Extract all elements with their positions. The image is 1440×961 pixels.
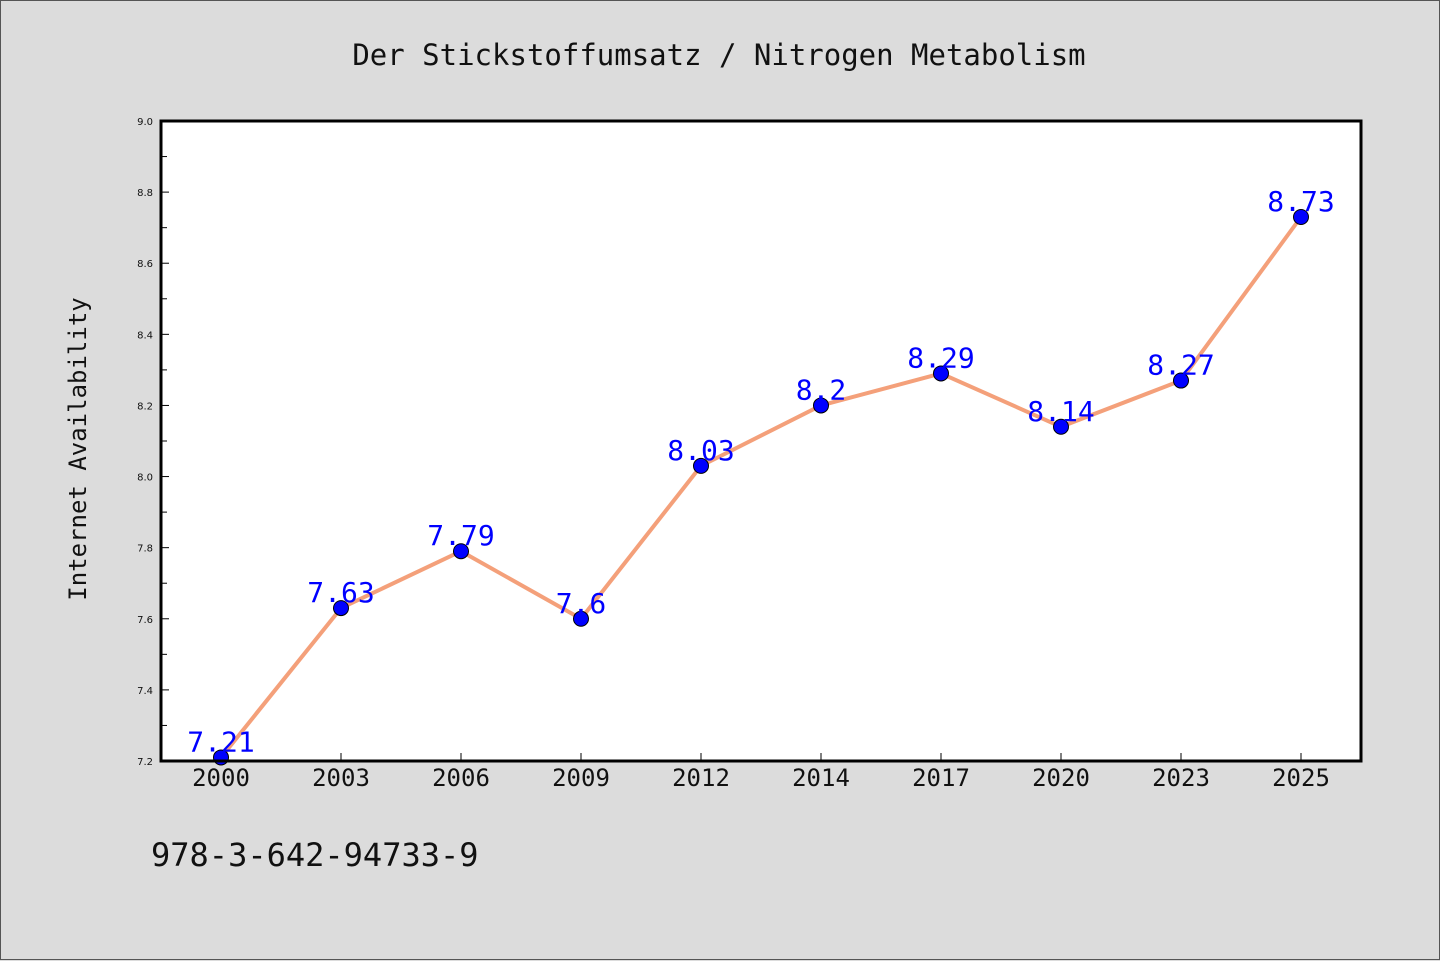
x-axis: 2000 2003 2006 2009 2012 2014 2017 2020 2023 2025 <box>192 753 1330 792</box>
y-tick-label: 8.8 <box>137 188 153 199</box>
data-label: 8.2 <box>796 373 847 406</box>
x-tick-label: 2020 <box>1032 764 1090 792</box>
y-tick-label: 7.8 <box>137 544 153 555</box>
x-tick-label: 2023 <box>1152 764 1210 792</box>
y-tick-label: 8.2 <box>137 401 153 412</box>
y-tick-label: 7.2 <box>137 757 153 768</box>
data-point <box>573 610 589 627</box>
data-point <box>933 365 949 382</box>
series-line <box>219 215 1303 759</box>
x-tick-label: 2009 <box>552 764 610 792</box>
chart-title: Der Stickstoffumsatz / Nitrogen Metaboli… <box>352 38 1085 72</box>
x-tick-label: 2000 <box>192 764 250 792</box>
x-tick-label: 2006 <box>432 764 490 792</box>
plot-frame <box>159 119 1363 763</box>
y-tick-label: 7.4 <box>137 686 153 697</box>
data-label: 7.63 <box>307 576 374 609</box>
x-tick-label: 2012 <box>672 764 730 792</box>
x-tick-label: 2017 <box>912 764 970 792</box>
data-label: 8.29 <box>907 341 974 374</box>
y-tick-label: 8.0 <box>137 473 153 484</box>
plot-area <box>161 121 1361 761</box>
data-label: 7.79 <box>427 519 494 552</box>
data-label: 7.21 <box>187 725 254 758</box>
data-label: 8.27 <box>1147 349 1214 382</box>
isbn-label: 978-3-642-94733-9 <box>151 836 479 874</box>
y-tick-label: 7.6 <box>137 615 153 626</box>
y-axis-label: Internet Availability <box>64 297 92 600</box>
x-tick-label: 2025 <box>1272 764 1330 792</box>
x-tick-label: 2003 <box>312 764 370 792</box>
data-label: 8.14 <box>1027 395 1094 428</box>
data-point <box>693 457 709 474</box>
data-label: 7.6 <box>556 587 607 620</box>
data-label: 8.03 <box>667 434 734 467</box>
y-tick-label: 8.4 <box>137 330 153 341</box>
data-label: 8.73 <box>1267 185 1334 218</box>
y-tick-label: 8.6 <box>137 259 153 270</box>
data-point <box>333 600 349 617</box>
data-point <box>1053 418 1069 435</box>
data-point <box>1293 209 1309 225</box>
series-group: 7.21 7.63 7.79 7.6 8.03 8.2 8.29 8.14 8.27 8.73 <box>187 185 1335 766</box>
x-tick-label: 2014 <box>792 764 850 792</box>
y-axis: 7.2 7.4 7.6 7.8 8.0 8.2 8.4 8.6 8.8 9.0 <box>137 117 169 768</box>
data-point <box>813 397 829 414</box>
data-point <box>1173 372 1189 389</box>
data-point <box>453 543 469 560</box>
y-tick-label: 9.0 <box>137 117 153 128</box>
